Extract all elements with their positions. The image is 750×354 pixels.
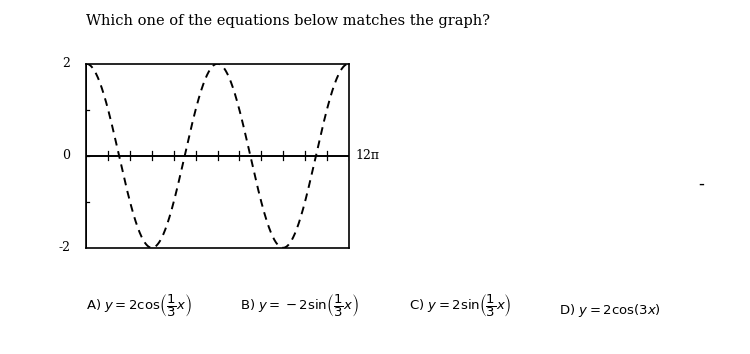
Text: 12π: 12π bbox=[356, 149, 380, 162]
Text: -2: -2 bbox=[58, 241, 70, 254]
Text: -: - bbox=[698, 175, 704, 193]
Text: 2: 2 bbox=[62, 57, 70, 70]
Text: C) $y = 2\sin\!\left(\dfrac{1}{3}x\right)$: C) $y = 2\sin\!\left(\dfrac{1}{3}x\right… bbox=[409, 292, 512, 319]
Text: A) $y = 2\cos\!\left(\dfrac{1}{3}x\right)$: A) $y = 2\cos\!\left(\dfrac{1}{3}x\right… bbox=[86, 292, 192, 319]
Text: 0: 0 bbox=[62, 149, 70, 162]
Text: B) $y = -2\sin\!\left(\dfrac{1}{3}x\right)$: B) $y = -2\sin\!\left(\dfrac{1}{3}x\righ… bbox=[240, 292, 358, 319]
Text: D) $y = 2\cos(3x)$: D) $y = 2\cos(3x)$ bbox=[559, 302, 661, 319]
Text: Which one of the equations below matches the graph?: Which one of the equations below matches… bbox=[86, 14, 490, 28]
